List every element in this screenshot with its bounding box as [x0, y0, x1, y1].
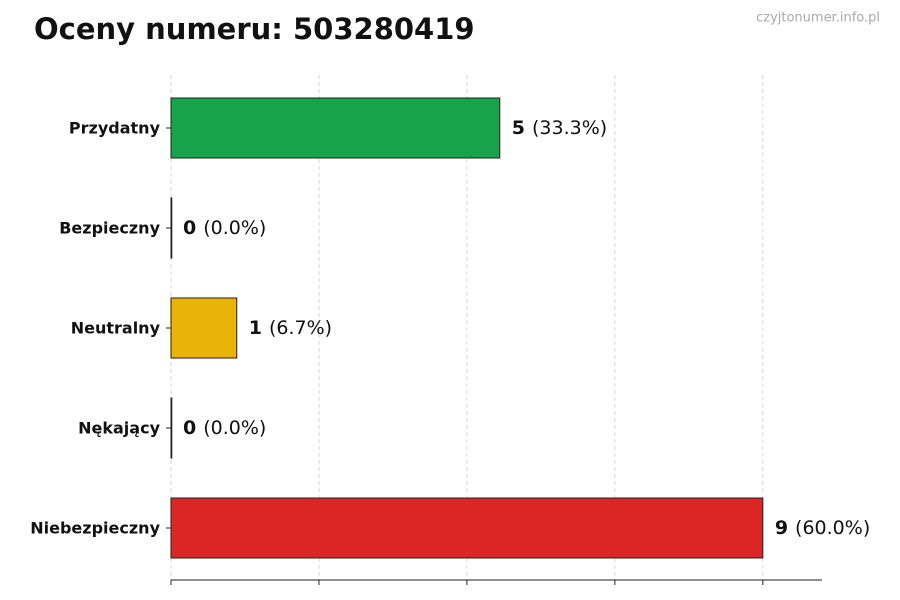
share: (0.0%) [203, 417, 266, 439]
bar [170, 297, 238, 359]
value: 0 [183, 417, 196, 439]
y-tick-label: Nękający [78, 419, 160, 438]
chart-title: Oceny numeru: 503280419 [34, 12, 475, 46]
value-label: 0 (0.0%) [183, 417, 266, 439]
share: (60.0%) [795, 517, 870, 539]
bar [170, 497, 764, 559]
value-label: 0 (0.0%) [183, 217, 266, 239]
value: 5 [512, 117, 525, 139]
share: (6.7%) [269, 317, 332, 339]
y-tick-label: Bezpieczny [59, 219, 160, 238]
bar [170, 97, 501, 159]
bar [170, 397, 173, 459]
share: (0.0%) [203, 217, 266, 239]
value-label: 5 (33.3%) [512, 117, 607, 139]
value: 1 [249, 317, 262, 339]
value: 0 [183, 217, 196, 239]
y-tick-label: Neutralny [71, 319, 161, 338]
y-tick-label: Przydatny [69, 119, 161, 138]
value-label: 1 (6.7%) [249, 317, 332, 339]
share: (33.3%) [532, 117, 607, 139]
bar [170, 197, 173, 259]
y-tick-label: Niebezpieczny [30, 519, 160, 538]
value: 9 [775, 517, 788, 539]
watermark: czyjtonumer.info.pl [756, 11, 880, 26]
value-label: 9 (60.0%) [775, 517, 870, 539]
